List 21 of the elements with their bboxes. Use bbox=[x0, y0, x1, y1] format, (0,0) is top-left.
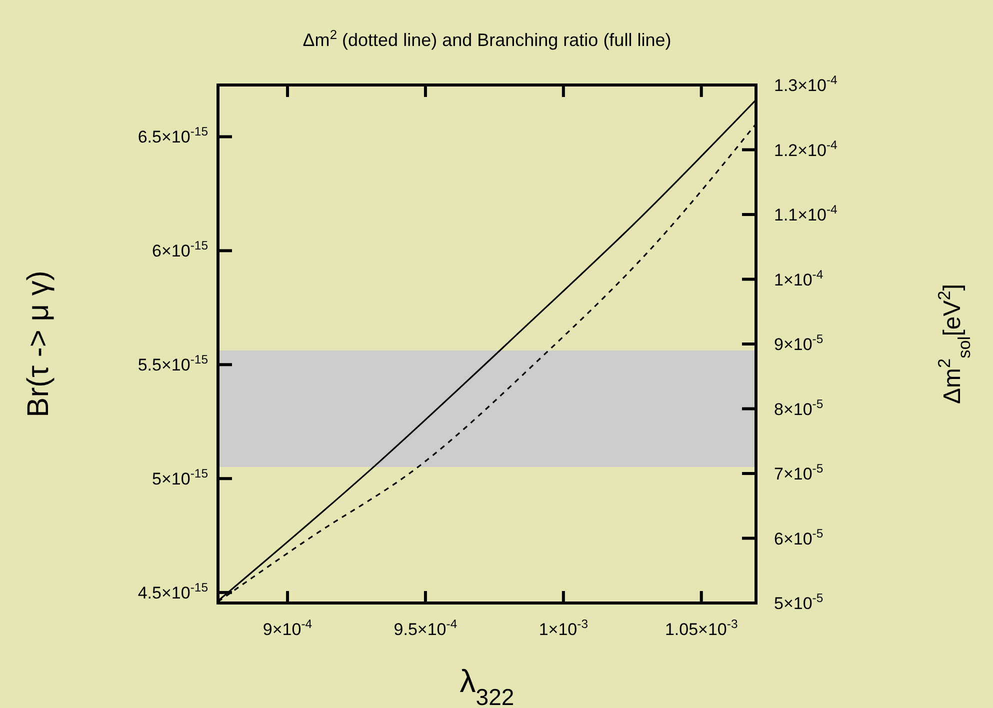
y2-tick-label: 9×10$^{-5}$ bbox=[774, 332, 824, 354]
y2-tick-label: 1×10$^{-4}$ bbox=[774, 267, 824, 290]
y-tick-label: 5×10$^{-15}$ bbox=[152, 466, 208, 489]
y2-tick-label: 1.2×10$^{-4}$ bbox=[774, 138, 838, 160]
y-tick-label: 5.5×10$^{-15}$ bbox=[138, 352, 208, 375]
y2-tick-label: 6×10$^{-5}$ bbox=[774, 526, 824, 548]
x-tick-label: 9.5×10$^{-4}$ bbox=[394, 617, 458, 639]
chart-title: Δm$^{2}$ (dotted line) and Branching ratio (full line) bbox=[302, 26, 672, 50]
y2-tick-label: 7×10$^{-5}$ bbox=[774, 462, 824, 484]
y-tick-label: 6.5×10$^{-15}$ bbox=[138, 124, 208, 147]
y-tick-label: 4.5×10$^{-15}$ bbox=[138, 580, 208, 603]
y2-tick-label: 5×10$^{-5}$ bbox=[774, 591, 824, 613]
x-tick-label: 1.05×10$^{-3}$ bbox=[664, 617, 738, 639]
y-axis-title: Br(τ -> μ γ) bbox=[22, 270, 55, 418]
x-tick-label: 9×10$^{-4}$ bbox=[262, 617, 312, 639]
x-tick-label: 1×10$^{-3}$ bbox=[538, 617, 588, 639]
y2-tick-label: 8×10$^{-5}$ bbox=[774, 396, 824, 419]
y-tick-label: 6×10$^{-15}$ bbox=[152, 238, 208, 261]
x-axis-title: λ$_{322}$ bbox=[460, 663, 514, 708]
y2-tick-label: 1.3×10$^{-4}$ bbox=[774, 73, 838, 95]
y2-tick-label: 1.1×10$^{-4}$ bbox=[774, 202, 838, 224]
